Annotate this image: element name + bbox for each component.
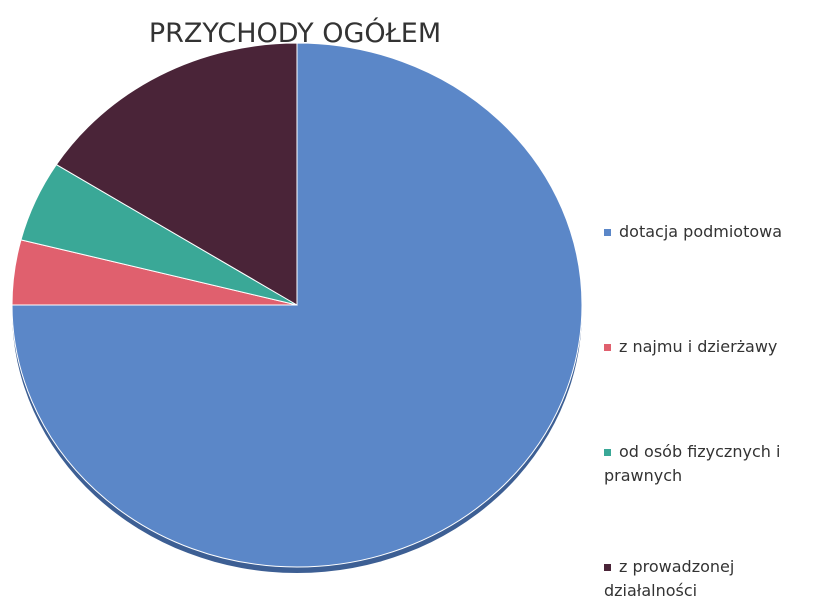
pie-slice (55, 42, 298, 306)
legend-item: z najmu i dzierżawy (604, 335, 819, 359)
legend-item: z prowadzonej działalności (604, 555, 819, 603)
legend-label: z prowadzonej działalności (604, 557, 735, 600)
legend-label: dotacja podmiotowa (619, 222, 783, 241)
legend-swatch (604, 344, 611, 351)
legend-item: od osób fizycznych i prawnych (604, 440, 819, 488)
legend-swatch (604, 449, 611, 456)
legend-label: z najmu i dzierżawy (619, 337, 778, 356)
legend-swatch (604, 564, 611, 571)
legend-swatch (604, 229, 611, 236)
legend-label: od osób fizycznych i prawnych (604, 442, 781, 485)
legend-item: dotacja podmiotowa (604, 220, 819, 244)
